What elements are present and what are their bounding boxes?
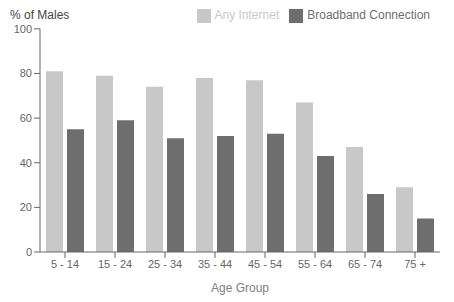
html-text:Any Internet: Any Internet	[214, 8, 280, 22]
svg-text:25 - 34: 25 - 34	[148, 258, 182, 270]
svg-text:55 - 64: 55 - 64	[298, 258, 332, 270]
svg-text:15 - 24: 15 - 24	[98, 258, 132, 270]
svg-text:80: 80	[20, 67, 32, 79]
svg-text:Age Group: Age Group	[211, 281, 269, 295]
svg-text:20: 20	[20, 201, 32, 213]
svg-text:35 - 44: 35 - 44	[198, 258, 232, 270]
svg-text:60: 60	[20, 112, 32, 124]
svg-text:100: 100	[14, 23, 32, 35]
html-text:Broadband Connection: Broadband Connection	[307, 8, 430, 22]
html-text:% of Males: % of Males	[10, 8, 70, 22]
svg-text:75 +: 75 +	[404, 258, 426, 270]
svg-text:0: 0	[26, 246, 32, 258]
svg-text:65 - 74: 65 - 74	[348, 258, 382, 270]
svg-text:40: 40	[20, 157, 32, 169]
svg-text:45 - 54: 45 - 54	[248, 258, 282, 270]
svg-text:5 - 14: 5 - 14	[51, 258, 79, 270]
